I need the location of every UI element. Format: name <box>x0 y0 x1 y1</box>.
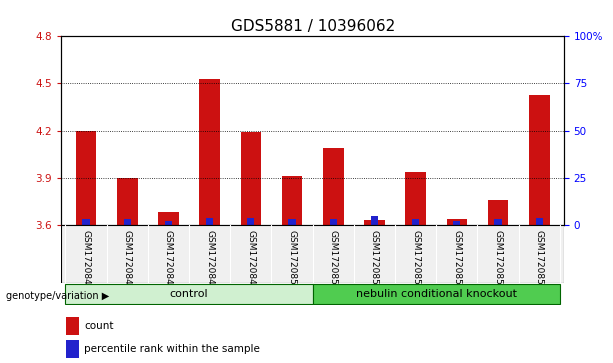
Bar <box>412 219 419 225</box>
Text: GSM1720851: GSM1720851 <box>329 230 338 290</box>
Text: genotype/variation ▶: genotype/variation ▶ <box>6 291 109 301</box>
Text: nebulin conditional knockout: nebulin conditional knockout <box>356 289 517 299</box>
Text: GSM1720849: GSM1720849 <box>246 230 256 290</box>
Bar <box>206 217 213 225</box>
Bar <box>495 219 501 225</box>
Bar <box>124 219 131 225</box>
Bar <box>364 220 385 225</box>
Bar <box>165 221 172 225</box>
Text: GSM1720848: GSM1720848 <box>205 230 214 290</box>
Bar <box>117 178 137 225</box>
Bar <box>240 132 261 225</box>
Bar <box>289 219 295 225</box>
Bar <box>330 219 337 225</box>
Text: percentile rank within the sample: percentile rank within the sample <box>84 344 260 354</box>
Text: GSM1720854: GSM1720854 <box>452 230 462 290</box>
Text: count: count <box>84 321 113 331</box>
Bar <box>282 176 302 225</box>
Bar <box>453 221 460 225</box>
Bar <box>529 94 549 225</box>
Text: control: control <box>170 289 208 299</box>
Bar <box>488 200 508 225</box>
Bar <box>323 148 343 225</box>
Bar <box>66 317 79 335</box>
Text: GSM1720852: GSM1720852 <box>370 230 379 290</box>
Text: GSM1720846: GSM1720846 <box>123 230 132 290</box>
FancyBboxPatch shape <box>313 284 560 304</box>
Bar <box>158 212 179 225</box>
Text: GSM1720855: GSM1720855 <box>493 230 503 290</box>
Bar <box>82 219 89 225</box>
FancyBboxPatch shape <box>61 225 564 283</box>
Text: GSM1720847: GSM1720847 <box>164 230 173 290</box>
Text: GSM1720856: GSM1720856 <box>535 230 544 290</box>
Title: GDS5881 / 10396062: GDS5881 / 10396062 <box>230 19 395 34</box>
Bar <box>446 219 467 225</box>
Bar <box>66 340 79 358</box>
Bar <box>76 131 96 225</box>
Text: GSM1720845: GSM1720845 <box>82 230 91 290</box>
Bar <box>247 217 254 225</box>
Bar <box>536 217 543 225</box>
Bar <box>371 216 378 225</box>
Text: GSM1720853: GSM1720853 <box>411 230 420 290</box>
Text: GSM1720850: GSM1720850 <box>287 230 297 290</box>
FancyBboxPatch shape <box>66 284 313 304</box>
Bar <box>199 79 220 225</box>
Bar <box>405 172 426 225</box>
